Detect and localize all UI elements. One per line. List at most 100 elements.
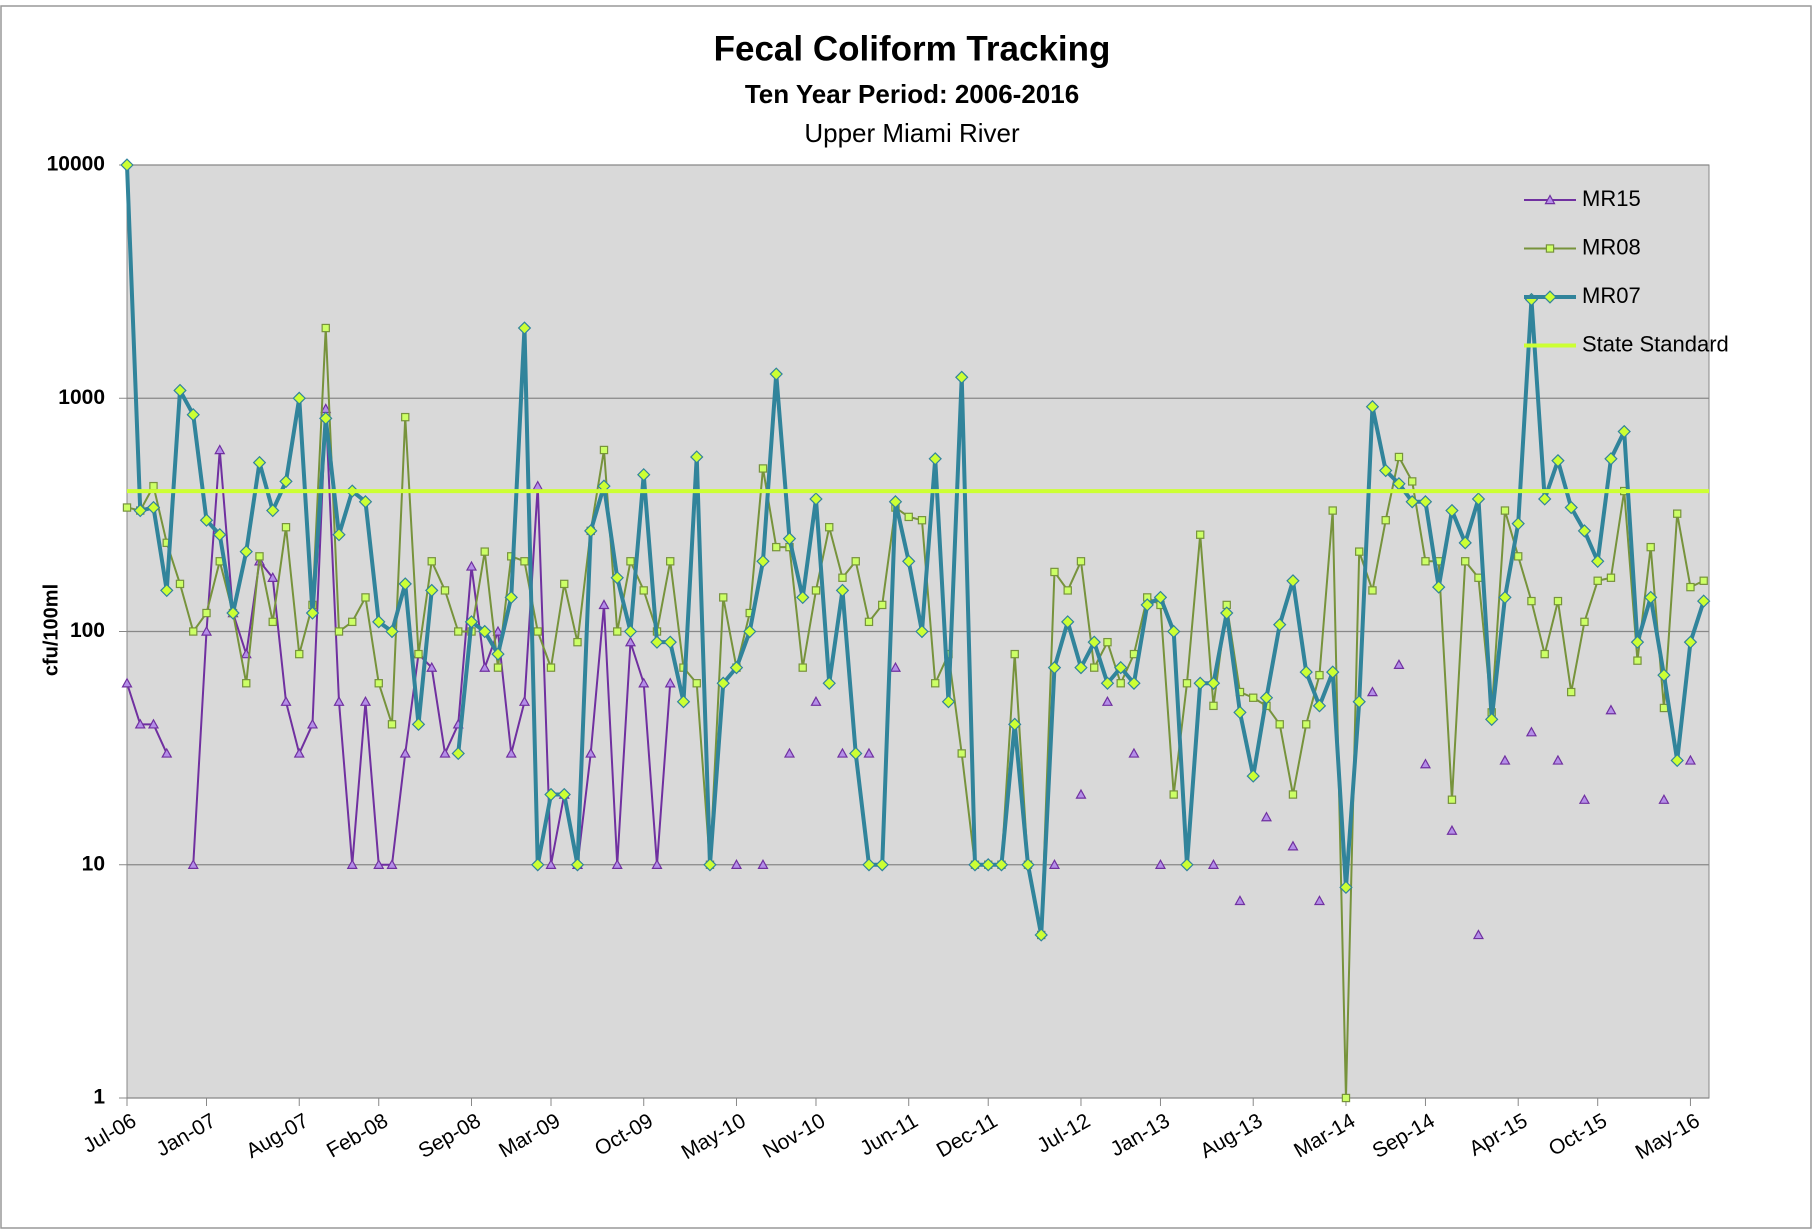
point (1617, 424, 1631, 439)
point (385, 624, 399, 639)
point (917, 516, 927, 525)
point (1538, 492, 1552, 506)
point (226, 606, 240, 620)
point (242, 679, 251, 688)
point (414, 649, 423, 659)
point (1076, 557, 1086, 566)
point (1485, 712, 1499, 727)
point (822, 676, 836, 690)
point (1474, 573, 1483, 582)
point (639, 586, 648, 595)
point (931, 679, 940, 688)
point (957, 749, 966, 758)
point (451, 746, 465, 761)
point (160, 583, 174, 598)
point (878, 600, 887, 610)
point (372, 615, 386, 629)
point (439, 747, 451, 758)
point (321, 323, 330, 333)
point (252, 455, 267, 470)
point (1090, 663, 1099, 672)
point (849, 746, 863, 761)
y-tick-label: 10000 (47, 153, 105, 176)
point (200, 625, 213, 636)
point (1313, 895, 1325, 906)
point (1206, 676, 1221, 690)
point (624, 636, 637, 647)
point (319, 411, 333, 426)
point (955, 370, 969, 384)
chart-subtitle: Ten Year Period: 2006-2016 (745, 79, 1079, 109)
point (941, 695, 956, 709)
point (904, 512, 913, 522)
point (305, 606, 320, 620)
point (1658, 793, 1670, 804)
point (1697, 594, 1711, 608)
point (835, 583, 850, 598)
point (387, 720, 397, 729)
point (479, 661, 491, 672)
point (1365, 399, 1380, 414)
point (1394, 452, 1404, 462)
point (1381, 516, 1390, 525)
point (358, 495, 373, 509)
point (1670, 753, 1684, 768)
point (613, 627, 622, 636)
point (772, 542, 781, 552)
point (783, 747, 795, 758)
point (663, 635, 677, 649)
point (266, 503, 280, 518)
point (810, 695, 822, 706)
point (811, 586, 821, 595)
point (1103, 637, 1112, 647)
point (133, 503, 147, 518)
point (1273, 617, 1287, 632)
point (518, 695, 531, 706)
point (1458, 536, 1472, 550)
point (1209, 701, 1218, 711)
point (638, 677, 650, 688)
point (1633, 656, 1642, 665)
point (1527, 596, 1536, 606)
point (584, 524, 598, 538)
point (1169, 790, 1178, 799)
point (544, 787, 558, 802)
point (504, 590, 518, 605)
point (1101, 695, 1113, 706)
point (981, 858, 995, 872)
point (1008, 717, 1022, 732)
point (599, 445, 609, 455)
point (796, 590, 810, 605)
point (1021, 858, 1035, 872)
point (239, 544, 253, 559)
point (1312, 699, 1327, 713)
point (1432, 580, 1446, 594)
point (875, 858, 889, 872)
point (1564, 500, 1578, 515)
point (1500, 506, 1510, 515)
point (1341, 1093, 1351, 1103)
point (214, 444, 226, 455)
point (464, 615, 479, 629)
point (994, 858, 1009, 872)
point (1540, 649, 1549, 659)
point (293, 747, 305, 758)
point (730, 859, 743, 869)
point (281, 523, 291, 532)
point (1446, 824, 1458, 835)
series (120, 158, 1711, 942)
point (851, 557, 860, 566)
y-tick-label: 100 (70, 619, 105, 642)
point (1646, 542, 1655, 552)
point (411, 717, 426, 732)
point (1180, 858, 1194, 872)
point (1246, 769, 1260, 783)
point (121, 677, 133, 688)
point (1154, 859, 1166, 869)
point (623, 624, 638, 639)
point (570, 858, 585, 872)
point (1116, 679, 1125, 688)
point (1498, 590, 1512, 605)
point (161, 747, 173, 758)
point (928, 452, 942, 466)
